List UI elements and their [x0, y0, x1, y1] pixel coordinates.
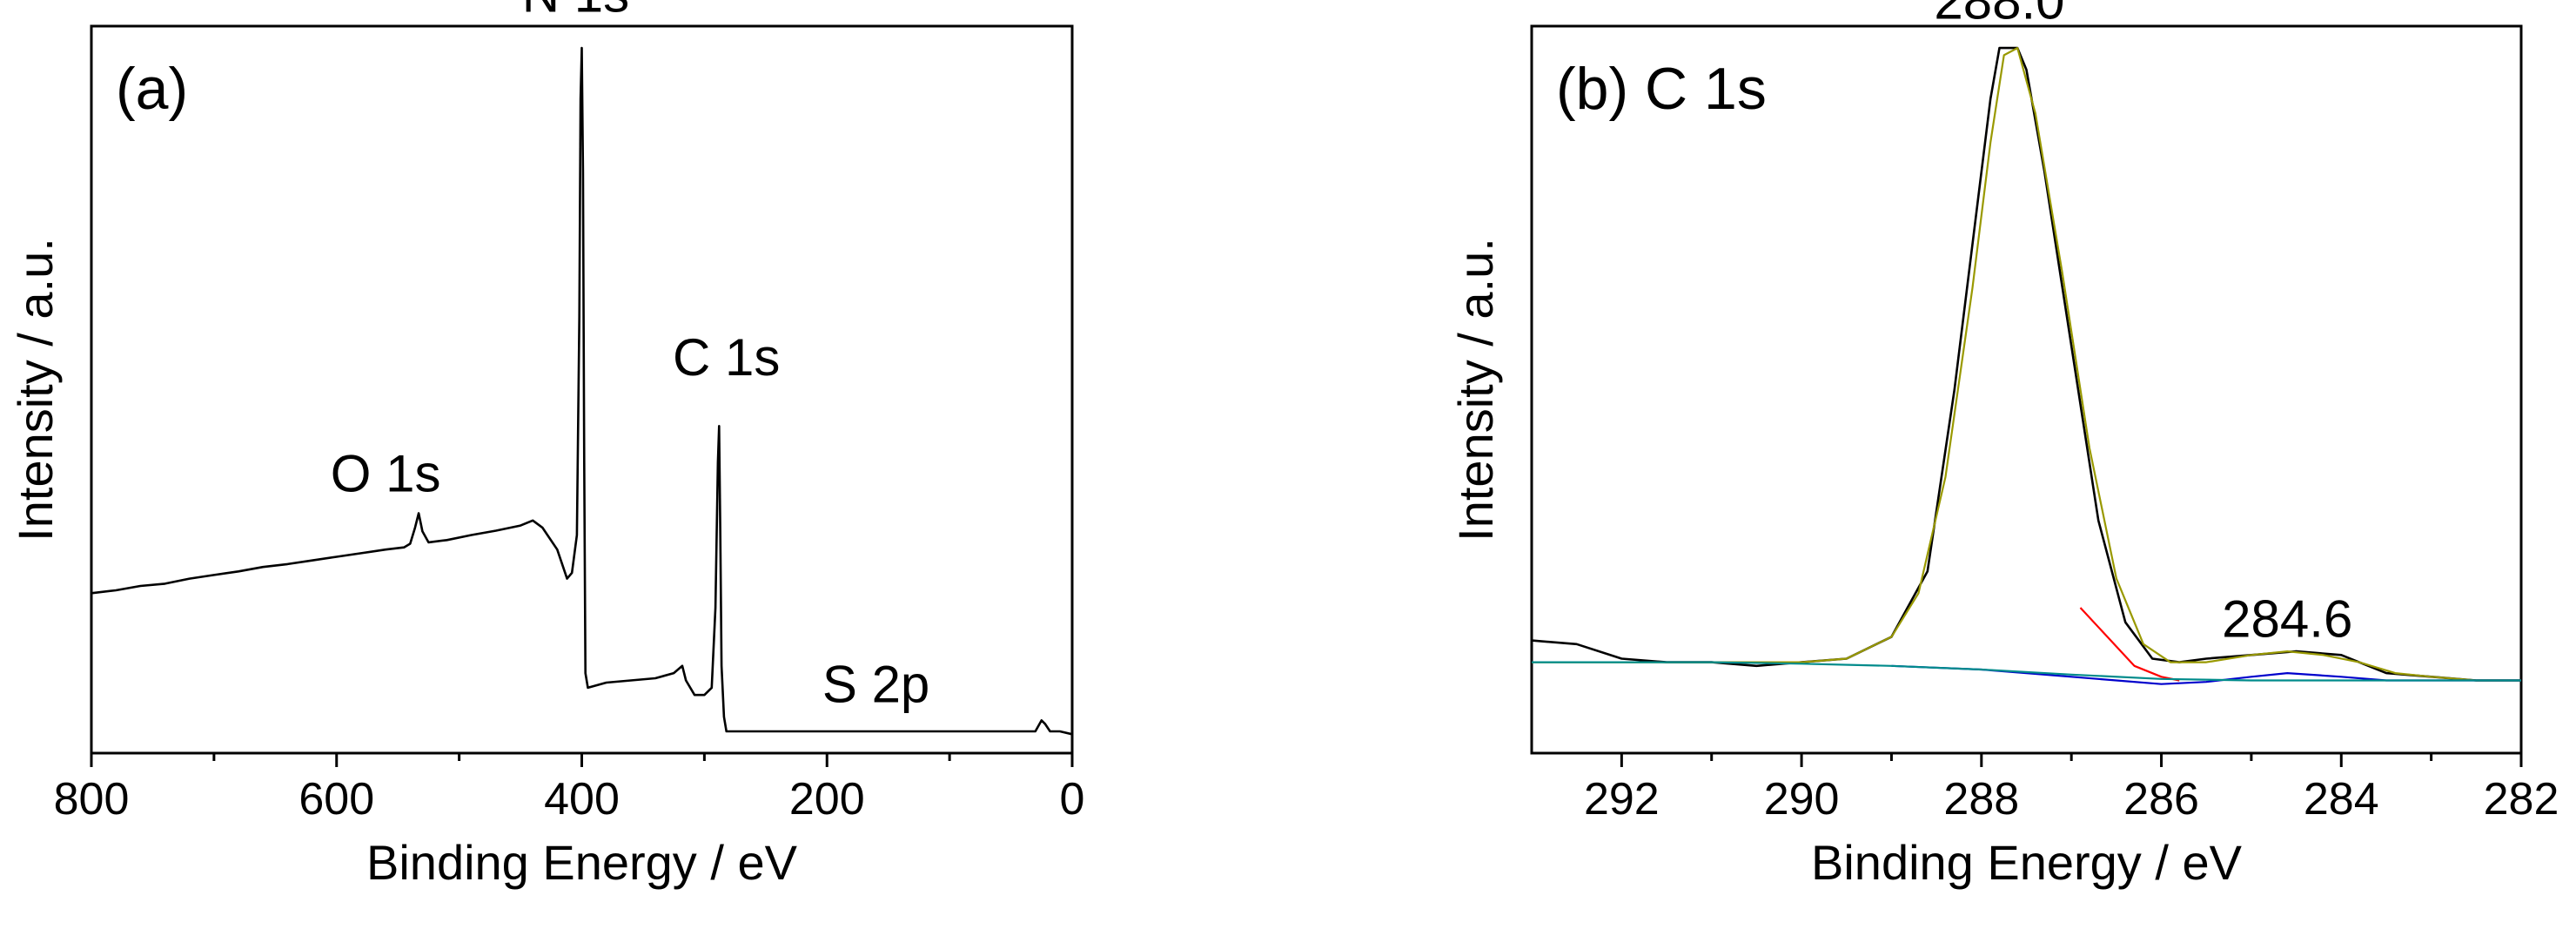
series-line	[91, 46, 1073, 736]
x-tick-label: 200	[789, 774, 865, 825]
x-tick-label: 292	[1584, 774, 1660, 825]
peak-label-s2p: S 2p	[822, 656, 929, 714]
peak-label-284: 284.6	[2222, 589, 2352, 648]
series-line	[2079, 607, 2180, 682]
x-axis-label: Binding Energy / eV	[1811, 835, 2243, 890]
series-line	[1532, 46, 2521, 682]
annotations: N 1s C 1s O 1s S 2p	[331, 0, 930, 714]
peak-label-n1s: N 1s	[522, 0, 629, 23]
series-line	[1532, 661, 2521, 682]
x-tick-label: 288	[1943, 774, 2019, 825]
x-tick-label: 600	[299, 774, 374, 825]
series-group	[91, 46, 1073, 736]
x-ticks: 292 290 288 286 284 282	[1584, 753, 2559, 825]
y-axis-label: Intensity / a.u.	[8, 238, 63, 542]
series-line	[1531, 46, 2521, 682]
panel-label: (b) C 1s	[1556, 56, 1767, 122]
chart-panel-a: (a) Binding Energy / eV Intensity / a.u.…	[8, 0, 1084, 890]
annotations: 288.0 284.6	[1934, 0, 2352, 648]
chart-panel-b: (b) C 1s Binding Energy / eV Intensity /…	[1448, 0, 2559, 890]
x-axis-label: Binding Energy / eV	[366, 835, 798, 890]
panel-label: (a)	[116, 56, 188, 122]
x-tick-label: 290	[1764, 774, 1840, 825]
x-tick-label: 286	[2123, 774, 2199, 825]
x-tick-label: 0	[1060, 774, 1085, 825]
x-tick-label: 282	[2484, 774, 2559, 825]
peak-label-288: 288.0	[1934, 0, 2064, 30]
peak-label-c1s: C 1s	[673, 328, 780, 387]
x-tick-label: 284	[2304, 774, 2379, 825]
y-axis-label: Intensity / a.u.	[1448, 238, 1503, 542]
x-tick-label: 800	[54, 774, 130, 825]
x-ticks: 800 600 400 200 0	[54, 753, 1085, 825]
series-group	[1531, 46, 2521, 685]
peak-label-o1s: O 1s	[331, 444, 441, 502]
plot-frame	[1530, 24, 2523, 755]
x-tick-label: 400	[544, 774, 620, 825]
